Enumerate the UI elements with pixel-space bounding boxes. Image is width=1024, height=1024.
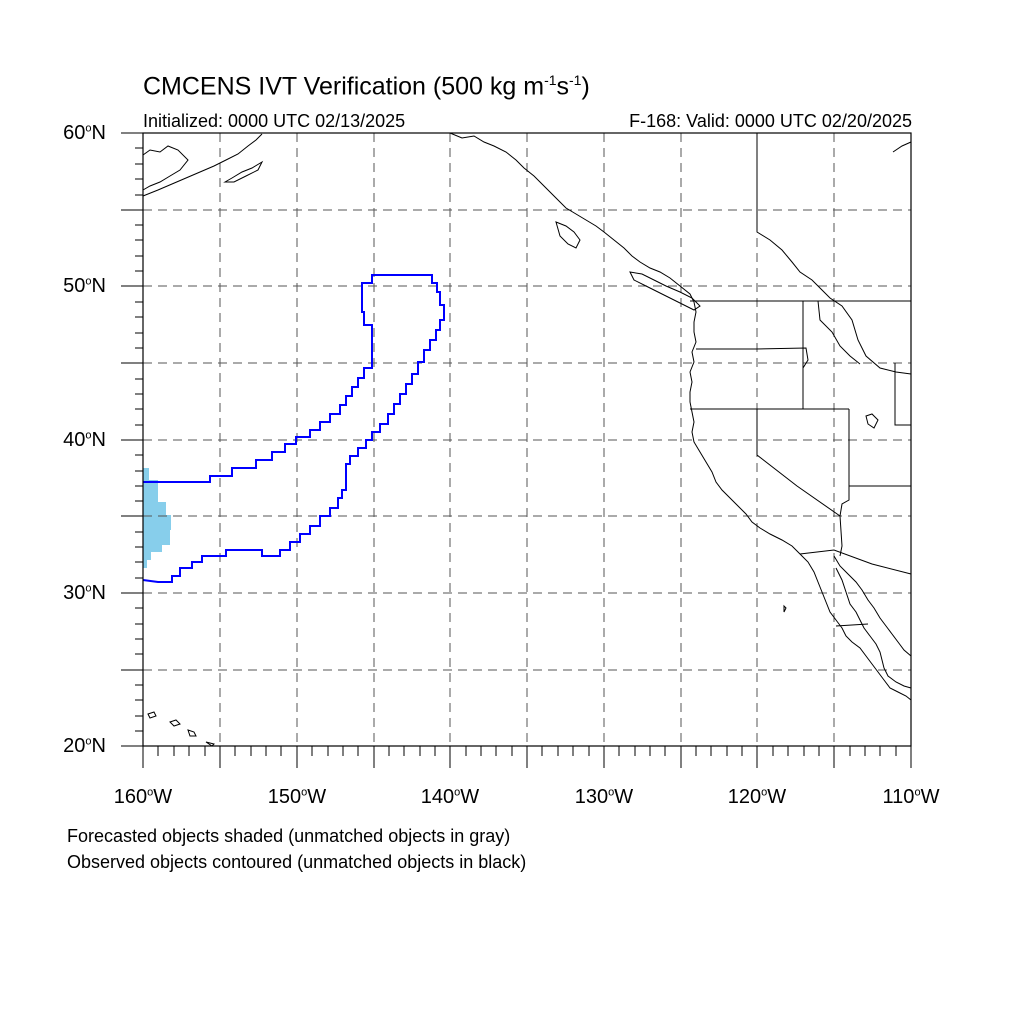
initialized-label: Initialized: 0000 UTC 02/13/2025 — [143, 111, 406, 131]
lat-lon-grid — [143, 133, 911, 746]
lon-label-110w: 110oW — [882, 786, 940, 808]
lat-label-50n: 50oN — [63, 275, 106, 297]
forecast-object-shaded — [143, 468, 171, 568]
lon-label-140w: 140oW — [420, 786, 480, 808]
lat-label-40n: 40oN — [63, 429, 106, 451]
lon-label-120w: 120oW — [727, 786, 787, 808]
map-title: CMCENS IVT Verification (500 kg m-1s-1) — [143, 72, 590, 101]
lon-label-160w: 160oW — [113, 786, 173, 808]
observed-object-contour — [142, 274, 445, 583]
lat-label-20n: 20oN — [63, 735, 106, 757]
valid-time-label: F-168: Valid: 0000 UTC 02/20/2025 — [629, 111, 912, 131]
state-borders — [690, 133, 912, 627]
lon-label-150w: 150oW — [267, 786, 327, 808]
lat-label-60n: 60oN — [63, 122, 106, 144]
lat-label-30n: 30oN — [63, 582, 106, 604]
forecast-legend-note: Forecasted objects shaded (unmatched obj… — [67, 826, 511, 846]
lon-label-130w: 130oW — [574, 786, 634, 808]
observed-legend-note: Observed objects contoured (unmatched ob… — [67, 852, 527, 872]
coastlines — [142, 132, 912, 747]
axis-ticks — [121, 132, 912, 768]
